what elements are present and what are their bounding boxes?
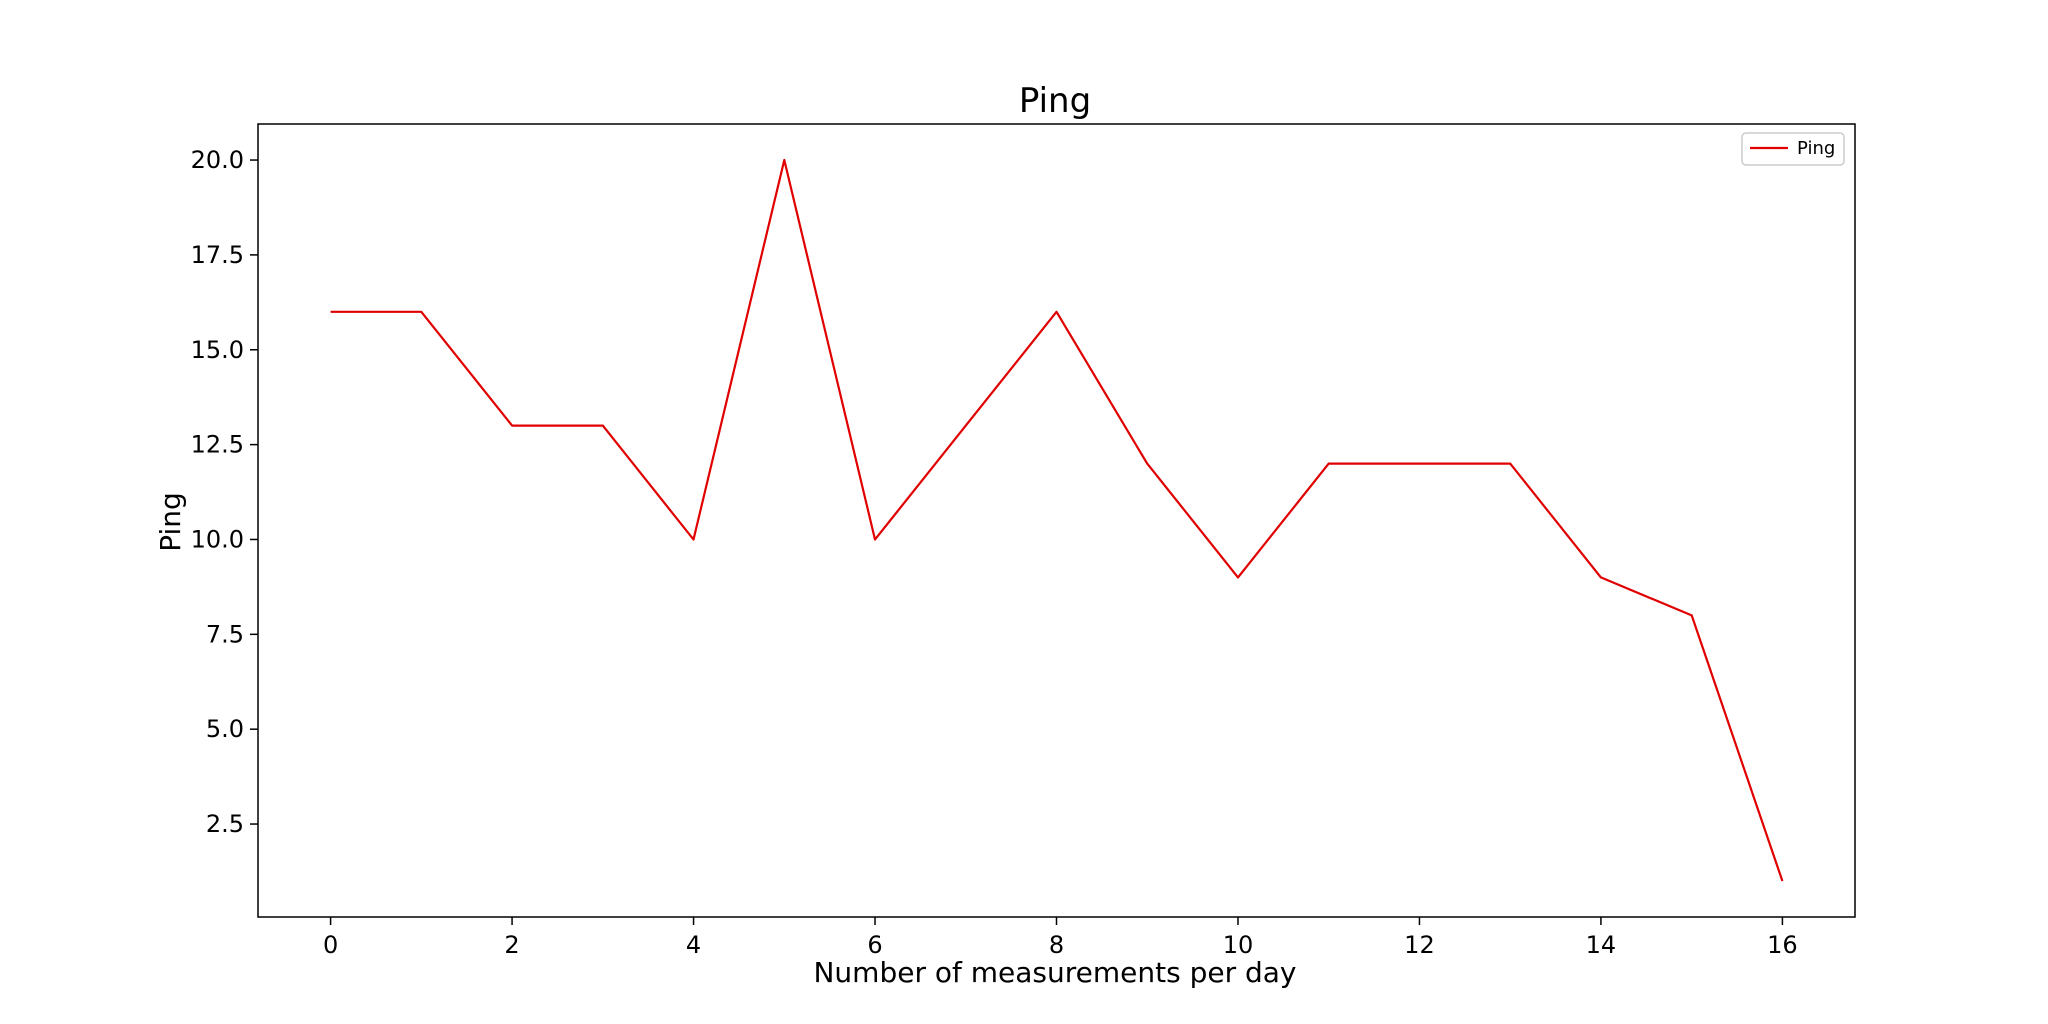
legend-box: [1741, 132, 1845, 166]
x-tick-label: 12: [1404, 931, 1435, 959]
y-tick-label: 7.5: [206, 620, 244, 648]
y-tick-label: 2.5: [206, 810, 244, 838]
y-tick-label: 10.0: [191, 525, 244, 553]
x-tick-label: 14: [1586, 931, 1617, 959]
y-tick-label: 15.0: [191, 336, 244, 364]
x-tick-label: 4: [686, 931, 701, 959]
legend: Ping: [1741, 132, 1845, 166]
x-tick-label: 10: [1223, 931, 1254, 959]
y-tick-label: 12.5: [191, 431, 244, 459]
series-layer: [330, 158, 1784, 882]
plot-area: [257, 123, 1856, 918]
x-tick-label: 16: [1767, 931, 1798, 959]
legend-label: Ping: [1797, 138, 1835, 159]
y-tick-label: 5.0: [206, 715, 244, 743]
plot-frame: [257, 123, 1856, 918]
chart-title: Ping: [1019, 81, 1091, 121]
series-line: [330, 158, 1784, 882]
x-tick-label: 6: [867, 931, 882, 959]
y-tick-label: 17.5: [191, 241, 244, 269]
x-tick-label: 2: [504, 931, 519, 959]
x-axis-label: Number of measurements per day: [813, 956, 1296, 989]
y-tick-label: 20.0: [191, 146, 244, 174]
x-tick-label: 8: [1049, 931, 1064, 959]
y-axis-ticks: 2.5 5.0 7.5 10.0 12.5 15.0 17.5 20.0: [191, 146, 258, 838]
x-axis-ticks: 0 2 4 6 8 10 12 14 16: [323, 917, 1798, 959]
x-tick-label: 0: [323, 931, 338, 959]
y-axis-label: Ping: [154, 492, 187, 552]
